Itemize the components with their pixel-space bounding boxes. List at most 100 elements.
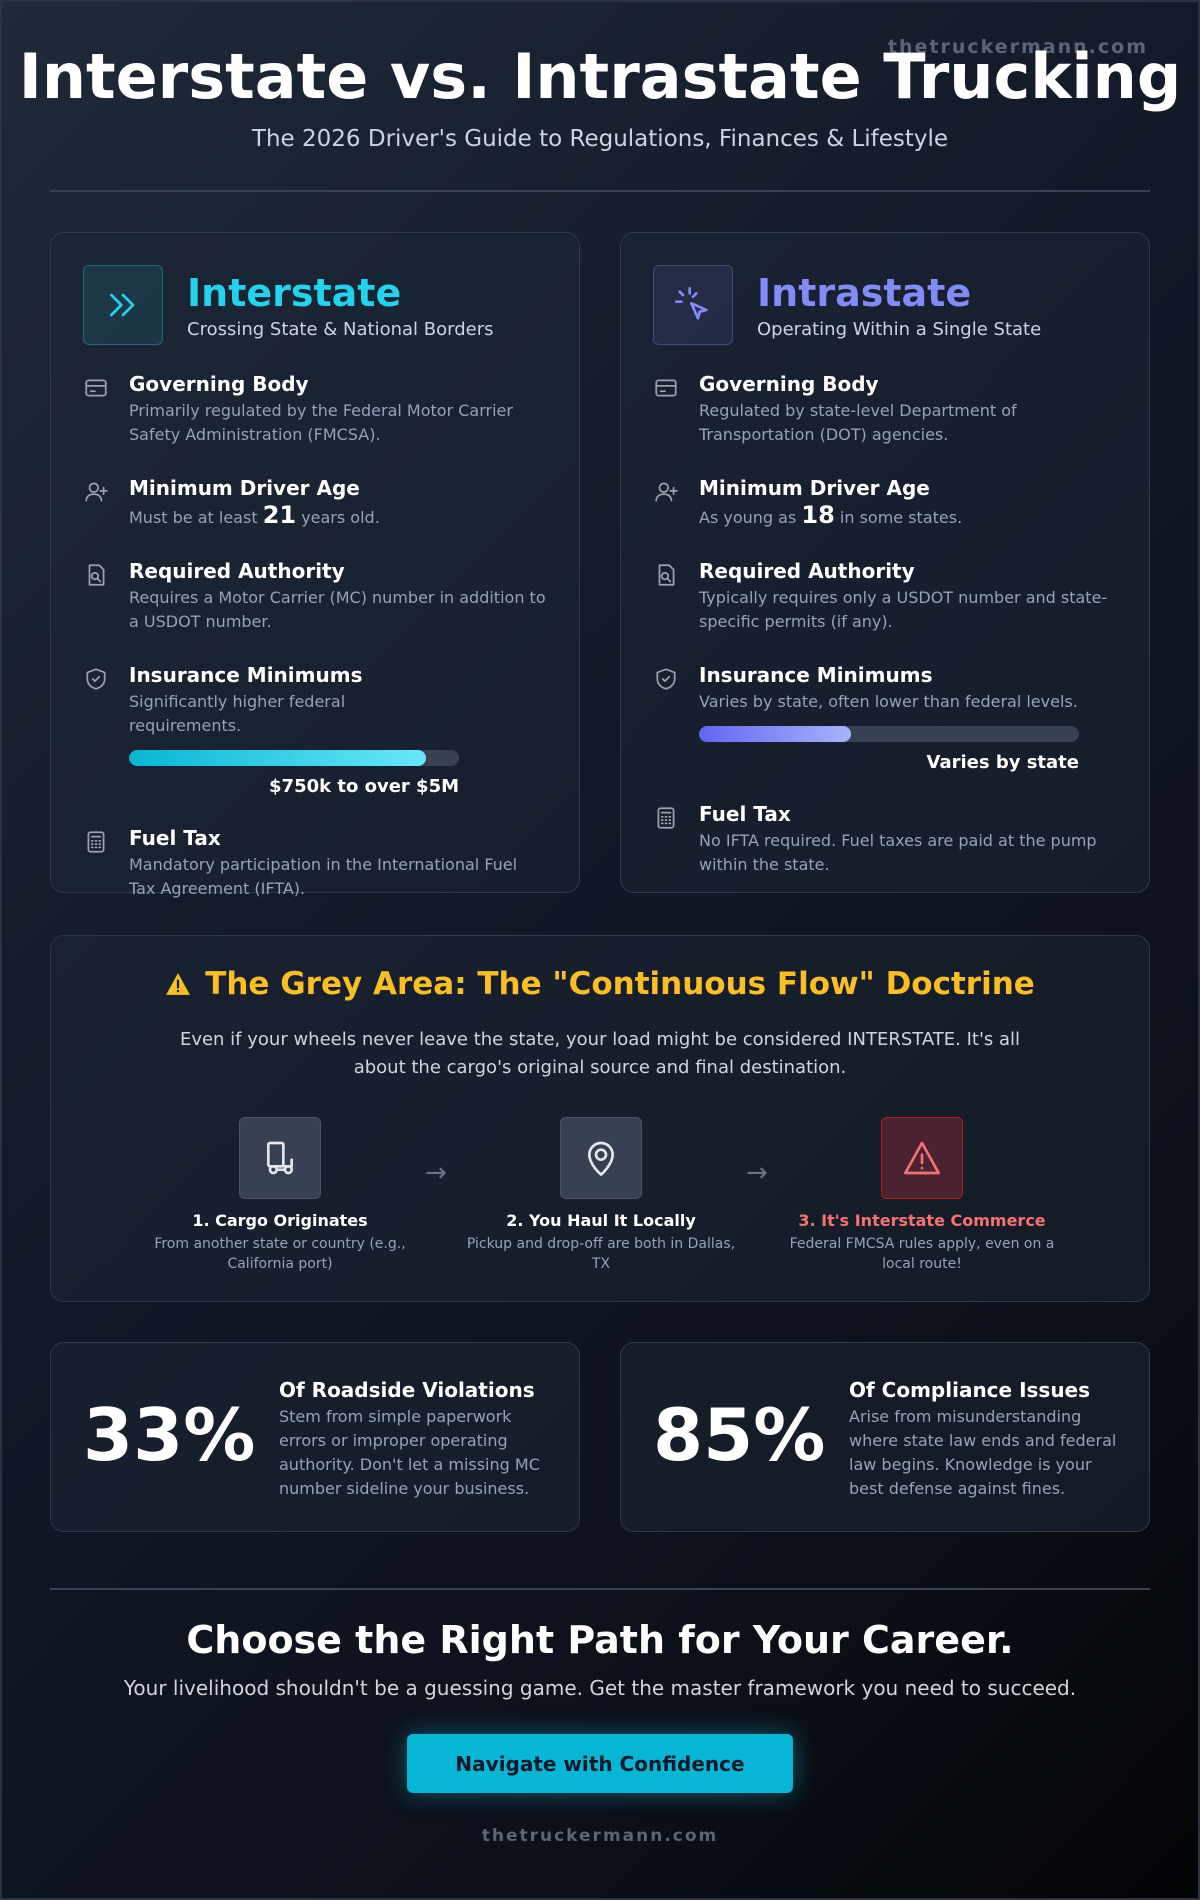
item-text: Typically requires only a USDOT number a… bbox=[699, 588, 1108, 631]
step: 3. It's Interstate Commerce Federal FMCSA… bbox=[787, 1117, 1057, 1274]
item-title: Minimum Driver Age bbox=[699, 476, 930, 500]
arrow: → bbox=[746, 1158, 768, 1188]
item-body: Insurance Minimums Significantly higher f… bbox=[129, 662, 459, 797]
stat-value: 85% bbox=[653, 1393, 826, 1477]
item-text: Must be at least 21 years old. bbox=[129, 503, 547, 530]
stat-card: 85% Of Compliance Issues Arise from misund… bbox=[620, 1342, 1150, 1532]
item-title: Insurance Minimums bbox=[129, 663, 363, 687]
stat-body: Of Roadside Violations Stem from simple p… bbox=[279, 1377, 555, 1501]
item-body: Minimum Driver Age As young as 18 in some… bbox=[699, 475, 1117, 530]
item: Required Authority Requires a Motor Carri… bbox=[83, 558, 547, 634]
divider bbox=[50, 190, 1150, 192]
stat-title: Of Compliance Issues bbox=[849, 1378, 1091, 1402]
item-body: Fuel Tax No IFTA required. Fuel taxes are… bbox=[699, 801, 1117, 877]
step-title: 3. It's Interstate Commerce bbox=[798, 1211, 1046, 1230]
grey-area-text: Even if your wheels never leave the stat… bbox=[179, 1029, 1021, 1078]
icon bbox=[87, 831, 105, 853]
card-header: Interstate Crossing State & National Bord… bbox=[83, 265, 493, 345]
icon bbox=[658, 564, 675, 586]
item-text: Primarily regulated by the Federal Motor… bbox=[129, 401, 513, 444]
card-title: Interstate bbox=[187, 270, 402, 315]
item-body: Governing Body Primarily regulated by the… bbox=[129, 371, 547, 447]
bar-label: $750k to over $5M bbox=[269, 776, 459, 797]
item-text: No IFTA required. Fuel taxes are paid at… bbox=[699, 831, 1097, 874]
cta-button[interactable]: Navigate with Confidence bbox=[407, 1734, 793, 1793]
item-body: Governing Body Regulated by state-level D… bbox=[699, 371, 1117, 447]
progress-fill bbox=[699, 726, 851, 742]
item-title: Fuel Tax bbox=[129, 826, 221, 850]
progress-fill bbox=[129, 750, 426, 766]
item-text: Regulated by state-level Department of T… bbox=[699, 401, 1017, 444]
item-body: Minimum Driver Age Must be at least 21 ye… bbox=[129, 475, 547, 530]
item-title: Governing Body bbox=[699, 372, 879, 396]
age-prefix: As young as bbox=[699, 508, 797, 527]
grey-area-box: The Grey Area: The "Continuous Flow" Doc… bbox=[50, 935, 1150, 1302]
card-header: Intrastate Operating Within a Single Stat… bbox=[653, 265, 1041, 345]
stat-value: 33% bbox=[83, 1393, 256, 1477]
item-title: Required Authority bbox=[699, 559, 915, 583]
item-text: Mandatory participation in the Internati… bbox=[129, 855, 518, 898]
icon bbox=[110, 293, 135, 317]
title: Interstate vs. Intrastate Trucking bbox=[18, 40, 1182, 113]
cta-title: Choose the Right Path for Your Career. bbox=[186, 1618, 1014, 1662]
item-body: Insurance Minimums Varies by state, often… bbox=[699, 662, 1079, 773]
intrastate-card: Intrastate Operating Within a Single Stat… bbox=[620, 232, 1150, 893]
card-heading: Intrastate Operating Within a Single Stat… bbox=[757, 271, 1041, 340]
icon bbox=[675, 287, 708, 320]
item-text: Varies by state, often lower than federa… bbox=[699, 692, 1078, 711]
icon bbox=[85, 379, 107, 397]
stat-body: Of Compliance Issues Arise from misunders… bbox=[849, 1377, 1125, 1501]
item: Minimum Driver Age Must be at least 21 ye… bbox=[83, 475, 547, 530]
icon bbox=[655, 482, 678, 502]
stat-title: Of Roadside Violations bbox=[279, 1378, 535, 1402]
arrow: → bbox=[425, 1158, 447, 1188]
item-title: Fuel Tax bbox=[699, 802, 791, 826]
progress-track bbox=[129, 750, 459, 766]
age-value: 18 bbox=[801, 501, 835, 529]
icon bbox=[86, 668, 106, 690]
item-title: Required Authority bbox=[129, 559, 345, 583]
item-title: Governing Body bbox=[129, 372, 309, 396]
stat-text: Arise from misunderstanding where state … bbox=[849, 1407, 1117, 1498]
step-icon bbox=[239, 1117, 321, 1199]
icon bbox=[588, 1141, 614, 1176]
item-text: As young as 18 in some states. bbox=[699, 503, 1117, 530]
step-text: Pickup and drop-off are both in Dallas, … bbox=[466, 1236, 736, 1272]
cta-text: Your livelihood shouldn't be a guessing … bbox=[123, 1676, 1077, 1700]
bar-label: Varies by state bbox=[926, 752, 1080, 773]
icon bbox=[656, 668, 676, 690]
stat-text: Stem from simple paperwork errors or imp… bbox=[279, 1407, 540, 1498]
card-subtitle: Operating Within a Single State bbox=[757, 318, 1042, 340]
item-text: Requires a Motor Carrier (MC) number in … bbox=[129, 588, 546, 631]
card-subtitle: Crossing State & National Borders bbox=[187, 318, 494, 340]
grey-area-title-text: The Grey Area: The "Continuous Flow" Doc… bbox=[205, 966, 1035, 1002]
item: Governing Body Primarily regulated by the… bbox=[83, 371, 547, 447]
icon bbox=[655, 379, 677, 397]
warning-icon bbox=[166, 973, 191, 995]
card-title: Intrastate bbox=[757, 270, 972, 315]
watermark: thetruckermann.com bbox=[887, 36, 1148, 58]
step: 1. Cargo Originates From another state or… bbox=[145, 1117, 415, 1274]
step-title: 1. Cargo Originates bbox=[192, 1211, 368, 1230]
card-items: Governing Body Regulated by state-level D… bbox=[653, 371, 1117, 877]
step-icon bbox=[560, 1117, 642, 1199]
step-text: Federal FMCSA rules apply, even on a loc… bbox=[789, 1236, 1055, 1272]
item: Required Authority Typically requires onl… bbox=[653, 558, 1117, 634]
age-value: 21 bbox=[262, 501, 297, 529]
progress-track bbox=[699, 726, 1079, 742]
item-body: Required Authority Requires a Motor Carri… bbox=[129, 558, 547, 634]
card-items: Governing Body Primarily regulated by the… bbox=[83, 371, 547, 901]
card-icon bbox=[83, 265, 163, 345]
interstate-card: Interstate Crossing State & National Bord… bbox=[50, 232, 580, 898]
card-heading: Interstate Crossing State & National Bord… bbox=[187, 271, 493, 340]
item: Insurance Minimums Significantly higher f… bbox=[83, 662, 547, 797]
grey-area-title: The Grey Area: The "Continuous Flow" Doc… bbox=[51, 966, 1149, 1002]
subtitle: The 2026 Driver's Guide to Regulations, … bbox=[251, 126, 949, 152]
age-prefix: Must be at least bbox=[129, 508, 258, 527]
divider bbox=[50, 1588, 1150, 1590]
age-suffix: years old. bbox=[301, 508, 380, 527]
item: Fuel Tax No IFTA required. Fuel taxes are… bbox=[653, 801, 1117, 877]
